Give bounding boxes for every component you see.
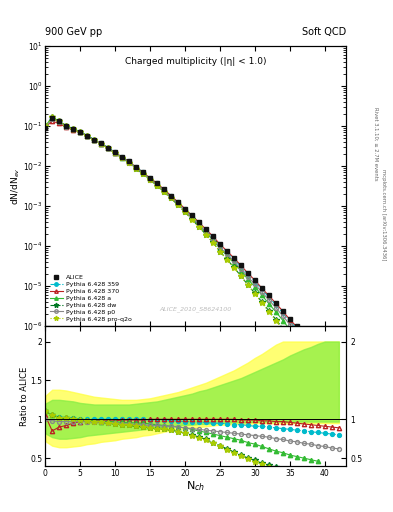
Text: ALICE_2010_S8624100: ALICE_2010_S8624100 [160,306,231,312]
Text: Charged multiplicity (|η| < 1.0): Charged multiplicity (|η| < 1.0) [125,57,266,66]
Text: 900 GeV pp: 900 GeV pp [45,27,103,37]
Text: Soft QCD: Soft QCD [301,27,346,37]
Y-axis label: dN/dN$_{ev}$: dN/dN$_{ev}$ [9,167,22,205]
Text: mcplots.cern.ch [arXiv:1306.3436]: mcplots.cern.ch [arXiv:1306.3436] [381,169,386,261]
Legend: ALICE, Pythia 6.428 359, Pythia 6.428 370, Pythia 6.428 a, Pythia 6.428 dw, Pyth: ALICE, Pythia 6.428 359, Pythia 6.428 37… [48,273,133,323]
Text: Rivet 3.1.10; ≥ 2.7M events: Rivet 3.1.10; ≥ 2.7M events [373,106,378,180]
X-axis label: N$_{ch}$: N$_{ch}$ [186,479,205,493]
Y-axis label: Ratio to ALICE: Ratio to ALICE [20,366,29,425]
